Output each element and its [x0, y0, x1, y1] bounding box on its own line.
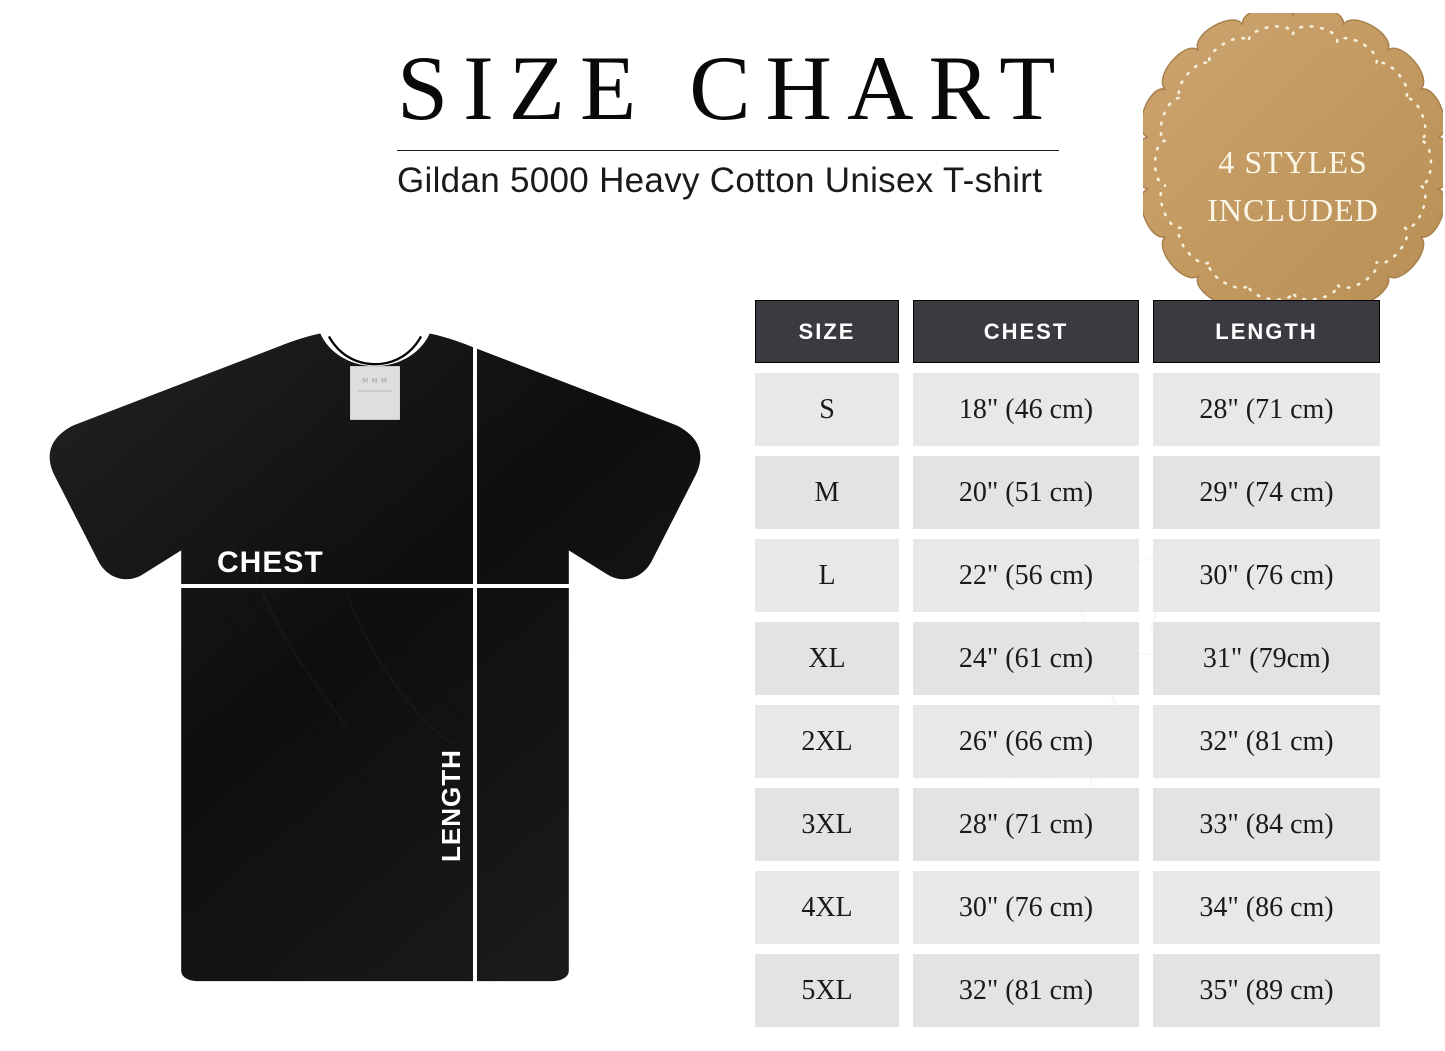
svg-text:4 STYLES: 4 STYLES	[1218, 144, 1367, 180]
svg-text:M M M: M M M	[362, 377, 387, 384]
svg-text:INCLUDED: INCLUDED	[1207, 192, 1379, 228]
